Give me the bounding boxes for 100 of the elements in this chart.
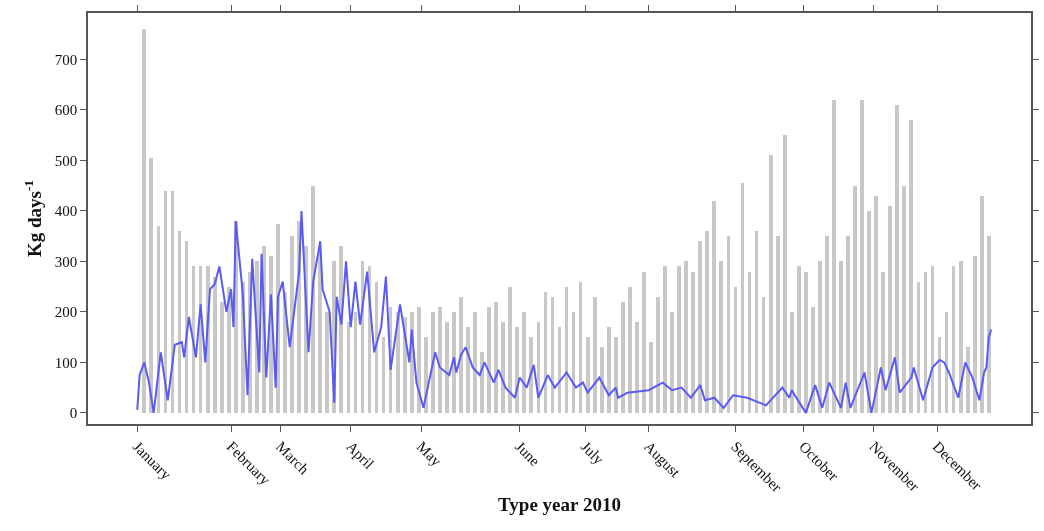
bar (537, 322, 540, 413)
bar (790, 312, 794, 413)
bar (705, 231, 709, 413)
bar (431, 312, 435, 413)
y-tick-label: 600 (54, 102, 78, 119)
bar (417, 307, 421, 413)
bar (494, 302, 498, 413)
y-tick-label: 500 (54, 152, 78, 169)
bar (945, 312, 948, 413)
bar (769, 155, 773, 413)
bar (902, 186, 906, 413)
bar (860, 100, 864, 413)
bar (867, 211, 871, 413)
bar (959, 261, 963, 413)
y-tick-label: 100 (54, 354, 78, 371)
bar (600, 347, 604, 413)
x-tick-label: July (577, 438, 608, 468)
bar (508, 287, 512, 413)
bar (572, 312, 575, 413)
bar (853, 186, 857, 413)
bar (811, 307, 815, 413)
bar (565, 287, 568, 413)
bar (649, 342, 653, 413)
bar (783, 135, 787, 413)
bar (628, 287, 632, 413)
bar (762, 297, 765, 413)
bar (375, 282, 378, 413)
bar (712, 201, 716, 413)
bar (741, 183, 744, 413)
x-axis-title: Type year 2010 (498, 494, 621, 516)
bar (755, 231, 758, 413)
bar (874, 196, 878, 413)
bar (804, 272, 808, 413)
bar (987, 236, 991, 413)
bar (748, 272, 751, 413)
bar (318, 251, 322, 413)
bar (544, 292, 547, 413)
bar (325, 312, 329, 413)
bar (839, 261, 843, 413)
bar (888, 206, 892, 413)
bar (734, 287, 737, 413)
bar (719, 261, 723, 413)
bar (691, 272, 695, 413)
bar (452, 312, 456, 413)
bar (607, 327, 611, 413)
bar (529, 337, 533, 413)
bar (727, 236, 730, 413)
bar (459, 297, 463, 413)
x-tick-label: June (512, 438, 544, 470)
bar (178, 231, 181, 413)
bar (354, 312, 357, 413)
bar (670, 312, 674, 413)
bar (558, 327, 561, 413)
bar (515, 327, 519, 413)
bar (445, 322, 449, 413)
bar (973, 256, 977, 413)
bar (586, 337, 590, 413)
bar (924, 272, 927, 413)
bar (438, 307, 442, 413)
y-tick-label: 400 (54, 203, 78, 220)
bar (846, 236, 850, 413)
bar (290, 236, 294, 413)
bar (952, 266, 955, 413)
y-tick-label: 200 (54, 304, 78, 321)
bar (142, 29, 146, 413)
bar (663, 266, 667, 413)
bar (656, 297, 660, 413)
bar (487, 307, 491, 413)
bar (931, 266, 934, 413)
bar (593, 297, 597, 413)
bar (171, 191, 174, 413)
bar (192, 266, 195, 413)
bar (213, 277, 217, 413)
bar (938, 337, 941, 413)
bar (980, 196, 984, 413)
bar (677, 266, 681, 413)
bar (621, 302, 625, 413)
bar (825, 236, 829, 413)
y-tick-label: 300 (54, 253, 78, 270)
x-tick-label: May (413, 438, 445, 470)
bar (164, 191, 167, 413)
bar (909, 120, 913, 413)
bar (698, 241, 702, 413)
bar (501, 322, 505, 413)
bar (832, 100, 836, 413)
bar (818, 261, 822, 413)
bar (776, 236, 780, 413)
bar (473, 312, 477, 413)
bar (522, 312, 526, 413)
bar (466, 327, 470, 413)
bar (797, 266, 801, 413)
bar (480, 352, 484, 413)
line-series (136, 209, 993, 414)
bar (917, 282, 920, 413)
bar (149, 158, 153, 413)
bar (227, 287, 231, 413)
bar (684, 261, 688, 413)
bar (579, 282, 582, 413)
bar (966, 347, 970, 413)
bar (382, 337, 385, 413)
